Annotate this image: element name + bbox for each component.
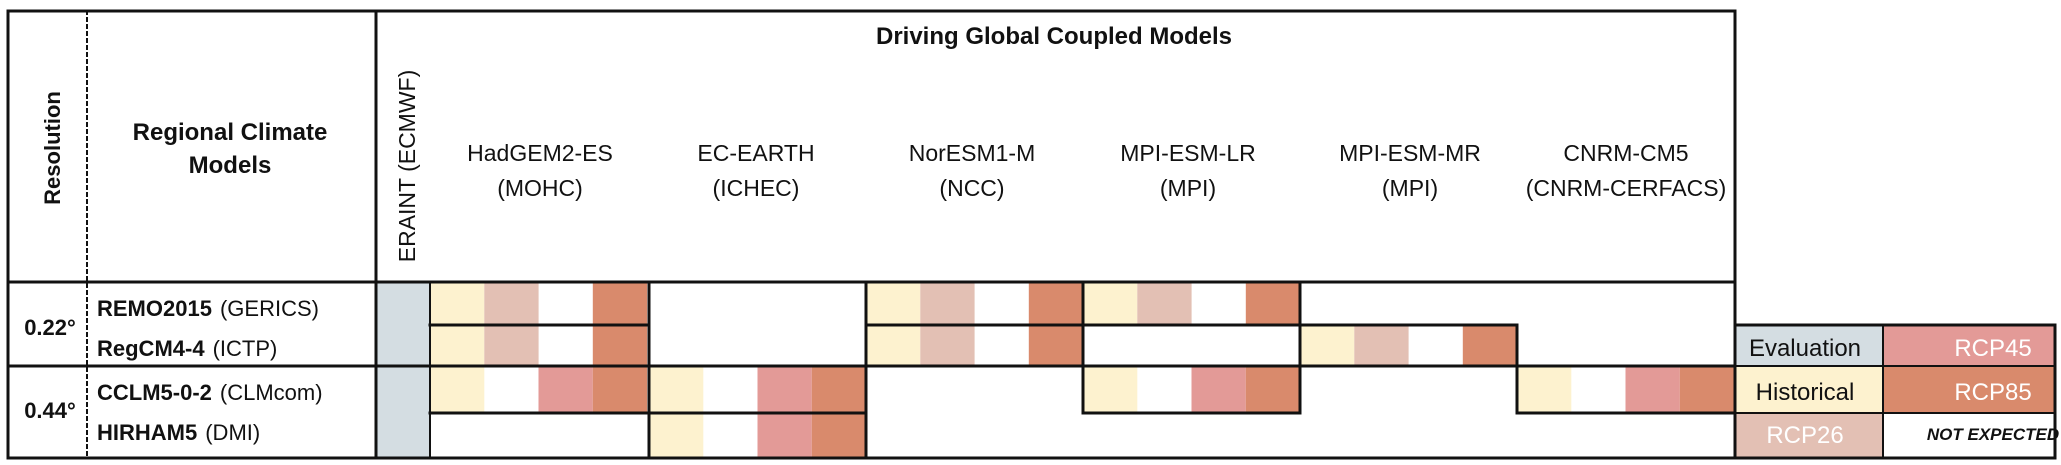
- gcm-inst-hadgem2-es: (MOHC): [497, 175, 583, 201]
- cell-remo2015-mpi-esm-lr-rcp26: [1137, 282, 1192, 325]
- cell-regcm4-4-mpi-esm-mr-rcp26: [1354, 325, 1409, 366]
- legend-swatch-not_expected: [1883, 413, 2055, 458]
- legend-historical-label: Historical: [1756, 379, 1855, 406]
- gcm-labels: HadGEM2-ES (MOHC) EC-EARTH (ICHEC) NorES…: [467, 140, 1726, 201]
- eraint-evaluation-cell: [376, 282, 430, 458]
- cell-regcm4-4-mpi-esm-mr-rcp85: [1462, 325, 1518, 366]
- legend-swatches: [1735, 325, 2055, 458]
- cell-remo2015-hadgem2-es-rcp26: [484, 282, 539, 325]
- cell-regcm4-4-noresm1-m-historical: [866, 325, 921, 366]
- rcm-header-line1: Regional Climate: [133, 119, 328, 146]
- cell-regcm4-4-noresm1-m-rcp85: [1028, 325, 1084, 366]
- gcm-inst-mpi-esm-mr: (MPI): [1382, 175, 1438, 201]
- cell-remo2015-hadgem2-es-rcp85: [592, 282, 648, 325]
- cell-cclm5-0-2-cnrm-cm5-rcp85: [1679, 366, 1735, 413]
- legend-evaluation-label: Evaluation: [1749, 335, 1861, 362]
- gcm-name-mpi-esm-mr: MPI-ESM-MR: [1339, 140, 1481, 166]
- cell-regcm4-4-noresm1-m-rcp26: [920, 325, 975, 366]
- gcm-name-ec-earth: EC-EARTH: [697, 140, 814, 166]
- table-grid: [6, 9, 2057, 460]
- legend-rcp85-label: RCP85: [1954, 379, 2031, 406]
- cell-remo2015-mpi-esm-lr-historical: [1083, 282, 1138, 325]
- cell-cclm5-0-2-hadgem2-es-historical: [430, 366, 485, 413]
- rcm-row-cclm5-0-2: CCLM5-0-2 (CLMcom): [97, 380, 323, 405]
- legend-not-expected-label: NOT EXPECTED: [1927, 425, 2059, 444]
- cell-remo2015-hadgem2-es-historical: [430, 282, 485, 325]
- rcm-row-hirham5: HIRHAM5 (DMI): [97, 420, 260, 445]
- legend-swatch-historical: [1735, 366, 1883, 413]
- gcm-inst-mpi-esm-lr: (MPI): [1160, 175, 1216, 201]
- rcm-header-line2: Models: [189, 152, 272, 179]
- cell-cclm5-0-2-ec-earth-rcp85: [811, 366, 867, 413]
- legend-swatch-rcp45: [1883, 325, 2055, 366]
- legend-rcp26-label: RCP26: [1766, 422, 1843, 449]
- cell-hirham5-ec-earth-rcp85: [811, 413, 867, 458]
- legend-swatch-rcp26: [1735, 413, 1883, 458]
- cell-remo2015-noresm1-m-historical: [866, 282, 921, 325]
- legend-frame: [1733, 323, 2057, 460]
- rcm-labels: REMO2015 (GERICS) RegCM4-4 (ICTP) CCLM5-0-…: [97, 296, 323, 445]
- cell-cclm5-0-2-mpi-esm-lr-rcp45: [1191, 366, 1246, 413]
- gcm-name-cnrm-cm5: CNRM-CM5: [1563, 140, 1688, 166]
- cell-remo2015-mpi-esm-lr-rcp85: [1245, 282, 1301, 325]
- driving-gcm-header: Driving Global Coupled Models: [876, 23, 1232, 50]
- eraint-header: ERAINT (ECMWF): [394, 70, 420, 263]
- legend-swatch-rcp85: [1883, 366, 2055, 413]
- cell-cclm5-0-2-ec-earth-historical: [649, 366, 704, 413]
- gcm-name-mpi-esm-lr: MPI-ESM-LR: [1120, 140, 1255, 166]
- gcm-inst-ec-earth: (ICHEC): [713, 175, 800, 201]
- gcm-inst-noresm1-m: (NCC): [939, 175, 1004, 201]
- rcm-row-regcm4-4: RegCM4-4 (ICTP): [97, 336, 277, 361]
- cell-regcm4-4-hadgem2-es-rcp26: [484, 325, 539, 366]
- gcm-name-hadgem2-es: HadGEM2-ES: [467, 140, 613, 166]
- cell-regcm4-4-hadgem2-es-historical: [430, 325, 485, 366]
- resolution-header: Resolution: [40, 91, 65, 205]
- resolution-022: 0.22°: [24, 315, 76, 340]
- cell-remo2015-noresm1-m-rcp85: [1028, 282, 1084, 325]
- cell-regcm4-4-mpi-esm-mr-historical: [1300, 325, 1355, 366]
- cell-hirham5-ec-earth-historical: [649, 413, 704, 458]
- cell-cclm5-0-2-ec-earth-rcp45: [757, 366, 812, 413]
- cell-regcm4-4-hadgem2-es-rcp85: [592, 325, 648, 366]
- cell-cclm5-0-2-cnrm-cm5-historical: [1517, 366, 1572, 413]
- legend-rcp45-label: RCP45: [1954, 335, 2031, 362]
- cell-cclm5-0-2-hadgem2-es-rcp45: [538, 366, 593, 413]
- cell-hirham5-ec-earth-rcp45: [757, 413, 812, 458]
- rcm-row-remo2015: REMO2015 (GERICS): [97, 296, 319, 321]
- cell-remo2015-noresm1-m-rcp26: [920, 282, 975, 325]
- resolution-044: 0.44°: [24, 398, 76, 423]
- cell-cclm5-0-2-mpi-esm-lr-rcp85: [1245, 366, 1301, 413]
- gcm-name-noresm1-m: NorESM1-M: [909, 140, 1036, 166]
- gcm-inst-cnrm-cm5: (CNRM-CERFACS): [1526, 175, 1727, 201]
- legend-swatch-evaluation: [1735, 325, 1883, 366]
- matrix-cells: [376, 282, 1735, 458]
- cell-cclm5-0-2-mpi-esm-lr-historical: [1083, 366, 1138, 413]
- cell-cclm5-0-2-cnrm-cm5-rcp45: [1625, 366, 1680, 413]
- legend: Evaluation RCP45 Historical RCP85 RCP26 …: [1749, 335, 2059, 449]
- cell-cclm5-0-2-hadgem2-es-rcp85: [592, 366, 648, 413]
